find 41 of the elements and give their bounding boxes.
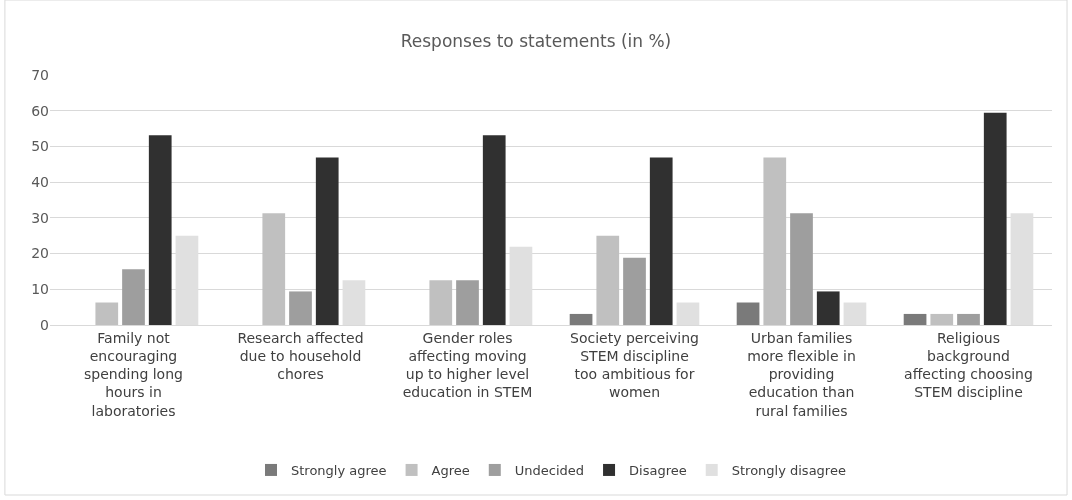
bar xyxy=(930,313,954,325)
x-tick-label: Urban families more flexible in providing education than rural families xyxy=(747,329,856,419)
bar xyxy=(456,280,479,325)
bar xyxy=(790,213,813,325)
bar xyxy=(148,135,172,325)
bar xyxy=(569,313,593,325)
y-tick-label: 70 xyxy=(31,66,49,83)
bar xyxy=(649,157,673,325)
x-tick-label: Gender roles affecting moving up to higher level education in STEM xyxy=(402,329,533,401)
bar xyxy=(315,157,339,325)
bar xyxy=(429,280,453,325)
legend-label: Agree xyxy=(431,463,470,479)
chart-title: Responses to statements (in %) xyxy=(400,30,672,51)
bar xyxy=(957,313,980,325)
y-tick-label: 20 xyxy=(31,245,49,262)
bar xyxy=(596,235,620,325)
y-tick-label: 0 xyxy=(40,316,49,333)
bar xyxy=(262,213,286,325)
bar xyxy=(623,257,646,325)
legend-label: Strongly agree xyxy=(291,463,387,479)
bar xyxy=(816,291,840,325)
bar xyxy=(289,291,312,325)
x-tick-label: Research affected due to household chores xyxy=(237,329,364,383)
legend-label: Undecided xyxy=(514,463,585,479)
bar xyxy=(763,157,787,325)
y-tick-label: 50 xyxy=(31,138,49,155)
y-tick-label: 40 xyxy=(31,174,49,191)
x-tick-label: Society perceiving STEM discipline too ambitious for women xyxy=(570,329,699,401)
legend-label: Disagree xyxy=(629,463,687,479)
x-tick-label: Religious background affecting choosing STEM discipline xyxy=(904,329,1033,401)
y-tick-label: 10 xyxy=(31,281,49,298)
bar xyxy=(983,112,1007,325)
bar xyxy=(482,135,506,325)
legend-label: Strongly disagree xyxy=(731,463,846,479)
bar xyxy=(122,269,145,325)
bar xyxy=(736,302,760,325)
x-tick-label: Family not encouraging spending long hours in laboratories xyxy=(84,329,183,419)
y-tick-label: 30 xyxy=(31,209,49,226)
bar xyxy=(95,302,119,325)
bar xyxy=(903,313,927,325)
y-tick-label: 60 xyxy=(31,102,49,119)
